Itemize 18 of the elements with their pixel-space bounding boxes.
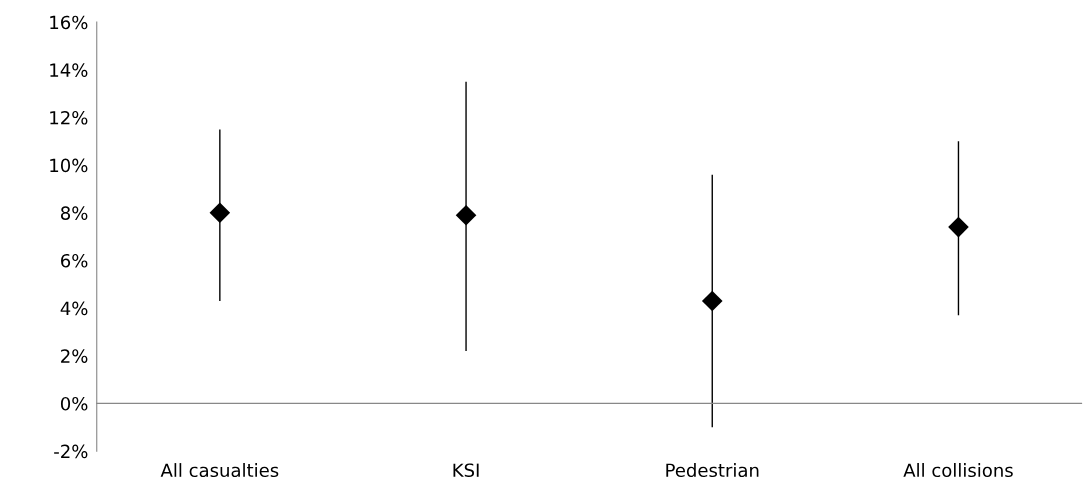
y-tick-label: 8% [60, 206, 88, 220]
x-tick-label: All casualties [160, 463, 279, 478]
y-tick-label: 16% [50, 15, 88, 30]
y-tick-label: 12% [50, 110, 88, 125]
point [209, 202, 231, 224]
y-tick-label: 14% [50, 63, 88, 77]
point [948, 216, 969, 238]
y-tick-label: 0% [60, 396, 88, 411]
x-tick-label: Pedestrian [666, 463, 759, 478]
x-tick-label: All collisions [903, 463, 1013, 478]
point [455, 204, 477, 226]
point [701, 290, 723, 312]
y-tick-label: 4% [60, 301, 88, 316]
x-tick-label: KSI [453, 463, 479, 478]
y-tick-label: 10% [50, 158, 88, 173]
y-tick-label: 6% [61, 253, 88, 268]
y-tick-label: 2% [61, 349, 88, 363]
y-tick-label: -2% [54, 444, 88, 459]
